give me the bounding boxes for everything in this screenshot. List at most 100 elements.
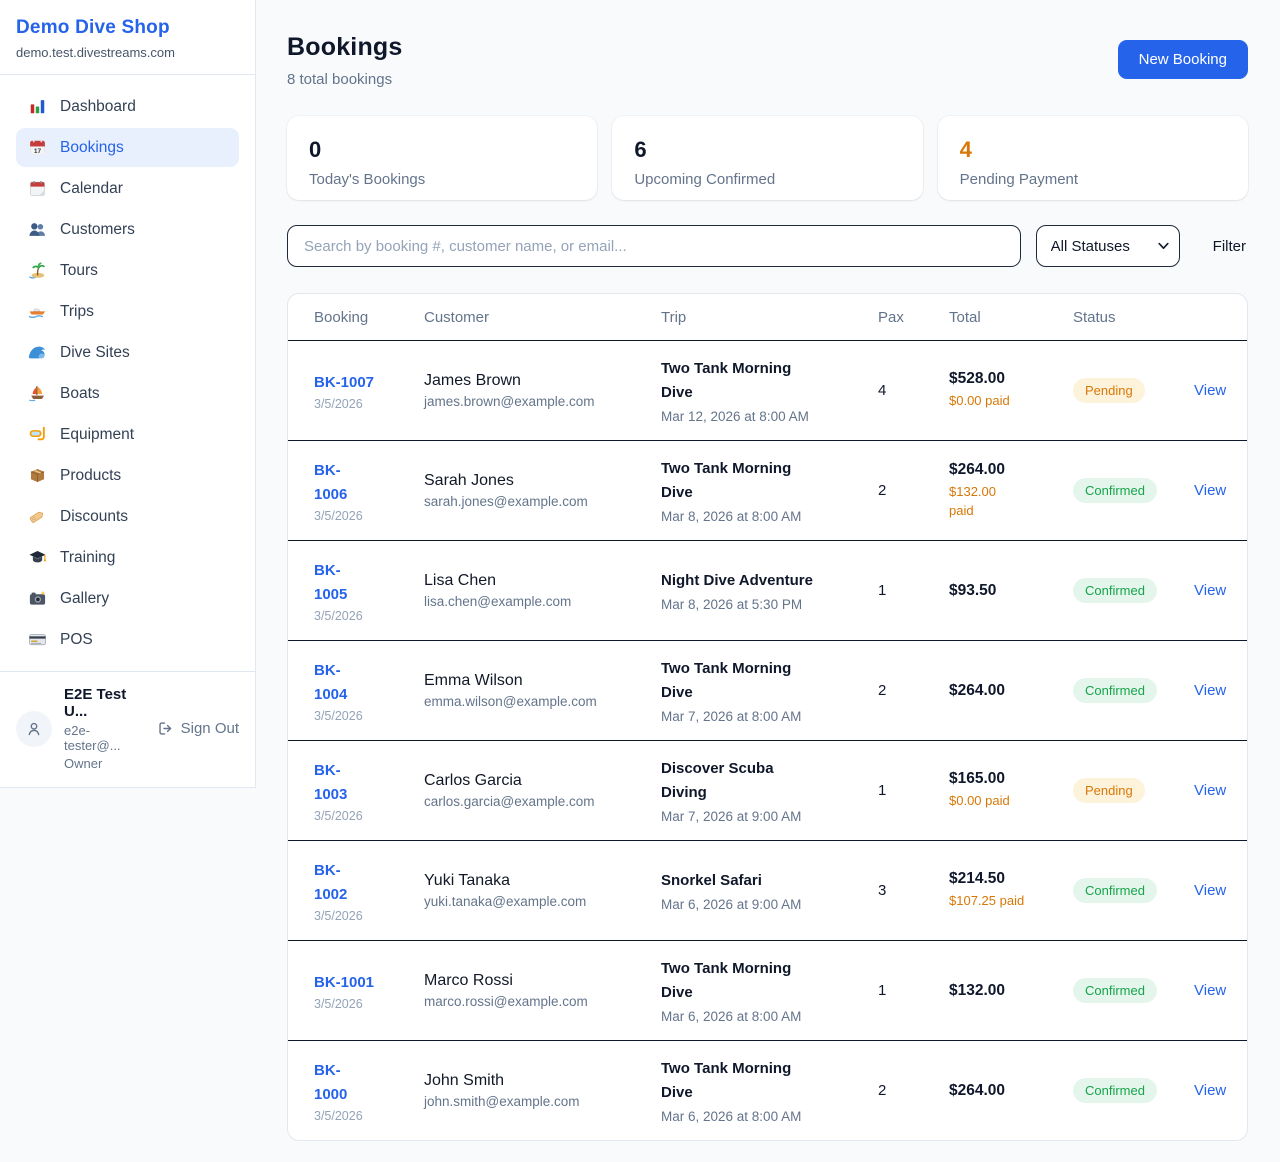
sidebar-item-label: Gallery <box>60 589 110 607</box>
status-badge: Confirmed <box>1073 978 1157 1003</box>
dive-sites-icon <box>28 343 47 362</box>
booking-date: 3/5/2026 <box>314 608 363 623</box>
booking-id-link[interactable]: BK- 1006 <box>314 461 348 503</box>
customer-email: james.brown@example.com <box>424 394 595 409</box>
status-filter-select[interactable]: All Statuses <box>1035 225 1180 267</box>
sidebar-item-gallery[interactable]: Gallery <box>16 579 239 618</box>
sign-out-icon <box>158 722 171 735</box>
sidebar-item-label: Trips <box>60 302 94 320</box>
training-icon <box>28 548 47 567</box>
sidebar-item-pos[interactable]: POS <box>16 620 239 659</box>
status-badge: Pending <box>1073 778 1145 803</box>
pos-icon <box>28 630 47 649</box>
view-link[interactable]: View <box>1194 781 1227 799</box>
stat-card: 6 Upcoming Confirmed <box>612 116 923 200</box>
booking-id-link[interactable]: BK-1007 <box>314 373 375 391</box>
sidebar-item-label: Calendar <box>60 179 123 197</box>
page-subtitle: 8 total bookings <box>287 71 393 88</box>
table-header: Booking Customer Trip Pax Total Status <box>288 294 1247 340</box>
column-header: Trip <box>661 308 687 326</box>
trip-name: Snorkel Safari <box>661 872 762 889</box>
table-row: BK- 1002 3/5/2026 Yuki Tanaka yuki.tanaka@ex… <box>288 840 1247 940</box>
sidebar-item-tours[interactable]: Tours <box>16 251 239 290</box>
sidebar-item-label: Discounts <box>60 507 129 525</box>
paid-amount: $107.25 paid <box>949 893 1025 909</box>
trip-datetime: Mar 12, 2026 at 8:00 AM <box>661 409 809 424</box>
sidebar-item-label: Dive Sites <box>60 343 130 361</box>
total-amount: $214.50 <box>949 870 1006 888</box>
sidebar-item-trips[interactable]: Trips <box>16 292 239 331</box>
booking-date: 3/5/2026 <box>314 1108 363 1123</box>
trip-name: Two Tank Morning Dive <box>661 360 792 401</box>
booking-date: 3/5/2026 <box>314 808 363 823</box>
sidebar-item-equipment[interactable]: Equipment <box>16 415 239 454</box>
booking-id-link[interactable]: BK-1001 <box>314 973 375 991</box>
pax-value: 4 <box>878 382 887 399</box>
dashboard-icon <box>28 97 47 116</box>
view-link[interactable]: View <box>1194 481 1227 499</box>
new-booking-button[interactable]: New Booking <box>1117 40 1248 79</box>
customer-name: Emma Wilson <box>424 672 523 689</box>
sidebar-item-customers[interactable]: Customers <box>16 210 239 249</box>
trip-name: Two Tank Morning Dive <box>661 660 792 701</box>
trip-datetime: Mar 6, 2026 at 9:00 AM <box>661 897 802 912</box>
status-badge: Confirmed <box>1073 1078 1157 1103</box>
view-link[interactable]: View <box>1194 881 1227 899</box>
booking-date: 3/5/2026 <box>314 996 363 1011</box>
filter-button[interactable]: Filter <box>1212 237 1246 255</box>
status-badge: Confirmed <box>1073 878 1157 903</box>
booking-date: 3/5/2026 <box>314 396 363 411</box>
booking-id-link[interactable]: BK- 1002 <box>314 861 348 903</box>
tours-icon <box>28 261 47 280</box>
customer-email: lisa.chen@example.com <box>424 594 572 609</box>
status-badge: Confirmed <box>1073 578 1157 603</box>
customers-icon <box>28 220 47 239</box>
search-input[interactable] <box>287 225 1021 267</box>
booking-id-link[interactable]: BK- 1004 <box>314 661 348 703</box>
sidebar-item-label: Tours <box>60 261 98 279</box>
user-role: Owner <box>64 756 103 771</box>
brand-title: Demo Dive Shop <box>16 17 170 38</box>
boats-icon <box>28 384 47 403</box>
sidebar-item-boats[interactable]: Boats <box>16 374 239 413</box>
sidebar-item-products[interactable]: Products <box>16 456 239 495</box>
view-link[interactable]: View <box>1194 681 1227 699</box>
customer-name: Carlos Garcia <box>424 772 522 789</box>
total-amount: $165.00 <box>949 770 1006 788</box>
person-icon <box>28 722 40 735</box>
view-link[interactable]: View <box>1194 1081 1227 1099</box>
stat-card: 0 Today's Bookings <box>287 116 598 200</box>
customer-name: Yuki Tanaka <box>424 872 510 889</box>
customer-name: John Smith <box>424 1072 505 1089</box>
gallery-icon <box>28 589 47 608</box>
view-link[interactable]: View <box>1194 381 1227 399</box>
bookings-table: Booking Customer Trip Pax Total Status BK-100… <box>287 293 1248 1141</box>
sidebar-item-training[interactable]: Training <box>16 538 239 577</box>
sidebar-item-bookings[interactable]: 17 Bookings <box>16 128 239 167</box>
sidebar-item-dive-sites[interactable]: Dive Sites <box>16 333 239 372</box>
sign-out-button[interactable]: Sign Out <box>157 720 239 737</box>
column-header: Total <box>949 308 981 326</box>
status-badge: Pending <box>1073 378 1145 403</box>
booking-id-link[interactable]: BK- 1000 <box>314 1061 348 1103</box>
trip-datetime: Mar 8, 2026 at 8:00 AM <box>661 509 802 524</box>
sidebar-item-discounts[interactable]: Discounts <box>16 497 239 536</box>
status-badge: Confirmed <box>1073 678 1157 703</box>
brand-domain: demo.test.divestreams.com <box>16 45 175 60</box>
paid-amount: $132.00 paid <box>949 483 996 518</box>
booking-id-link[interactable]: BK- 1005 <box>314 561 348 603</box>
status-badge: Confirmed <box>1073 478 1157 503</box>
stats-cards: 0 Today's Bookings 6 Upcoming Confirmed 4 Pen… <box>287 116 1248 200</box>
discounts-icon <box>28 507 47 526</box>
view-link[interactable]: View <box>1194 581 1227 599</box>
page-title: Bookings <box>287 33 403 61</box>
booking-id-link[interactable]: BK- 1003 <box>314 761 348 803</box>
sidebar-item-dashboard[interactable]: Dashboard <box>16 87 239 126</box>
table-row: BK- 1005 3/5/2026 Lisa Chen lisa.chen@exampl… <box>288 540 1247 640</box>
calendar-icon <box>28 179 47 198</box>
sidebar-item-calendar[interactable]: Calendar <box>16 169 239 208</box>
column-header: Status <box>1073 308 1116 326</box>
sidebar-item-label: Training <box>60 548 116 566</box>
view-link[interactable]: View <box>1194 981 1227 999</box>
stat-card: 4 Pending Payment <box>937 116 1248 200</box>
